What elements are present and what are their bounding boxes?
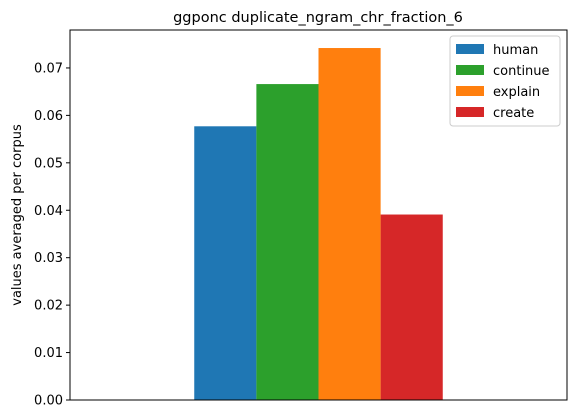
bar-create — [380, 214, 443, 400]
bar-human — [194, 126, 257, 401]
y-tick-label: 0.00 — [34, 394, 63, 409]
legend-swatch-create — [456, 107, 484, 117]
bar-explain — [318, 48, 381, 401]
bar-continue — [256, 84, 319, 401]
y-tick-label: 0.06 — [34, 109, 63, 124]
y-tick-label: 0.07 — [34, 61, 63, 76]
y-tick-label: 0.05 — [34, 156, 63, 171]
legend-label-explain: explain — [493, 85, 540, 100]
legend-swatch-explain — [456, 86, 484, 96]
y-tick-label: 0.03 — [34, 251, 63, 266]
plot-frame — [69, 29, 568, 401]
y-axis: 0.00 0.01 0.02 0.03 0.04 0.05 0.06 0.07 — [34, 61, 70, 409]
legend-label-continue: continue — [493, 64, 550, 79]
legend-swatch-continue — [456, 65, 484, 75]
legend-swatch-human — [456, 44, 484, 54]
legend: human continue explain create — [449, 35, 561, 127]
y-tick-label: 0.02 — [34, 299, 63, 314]
y-tick-label: 0.01 — [34, 346, 63, 361]
legend-label-create: create — [493, 106, 534, 121]
y-axis-label: values averaged per corpus — [10, 124, 25, 306]
y-tick-label: 0.04 — [34, 204, 63, 219]
bars-group — [194, 48, 443, 401]
legend-label-human: human — [493, 43, 538, 58]
legend-box — [449, 35, 561, 127]
chart-title: ggponc duplicate_ngram_chr_fraction_6 — [173, 10, 463, 26]
